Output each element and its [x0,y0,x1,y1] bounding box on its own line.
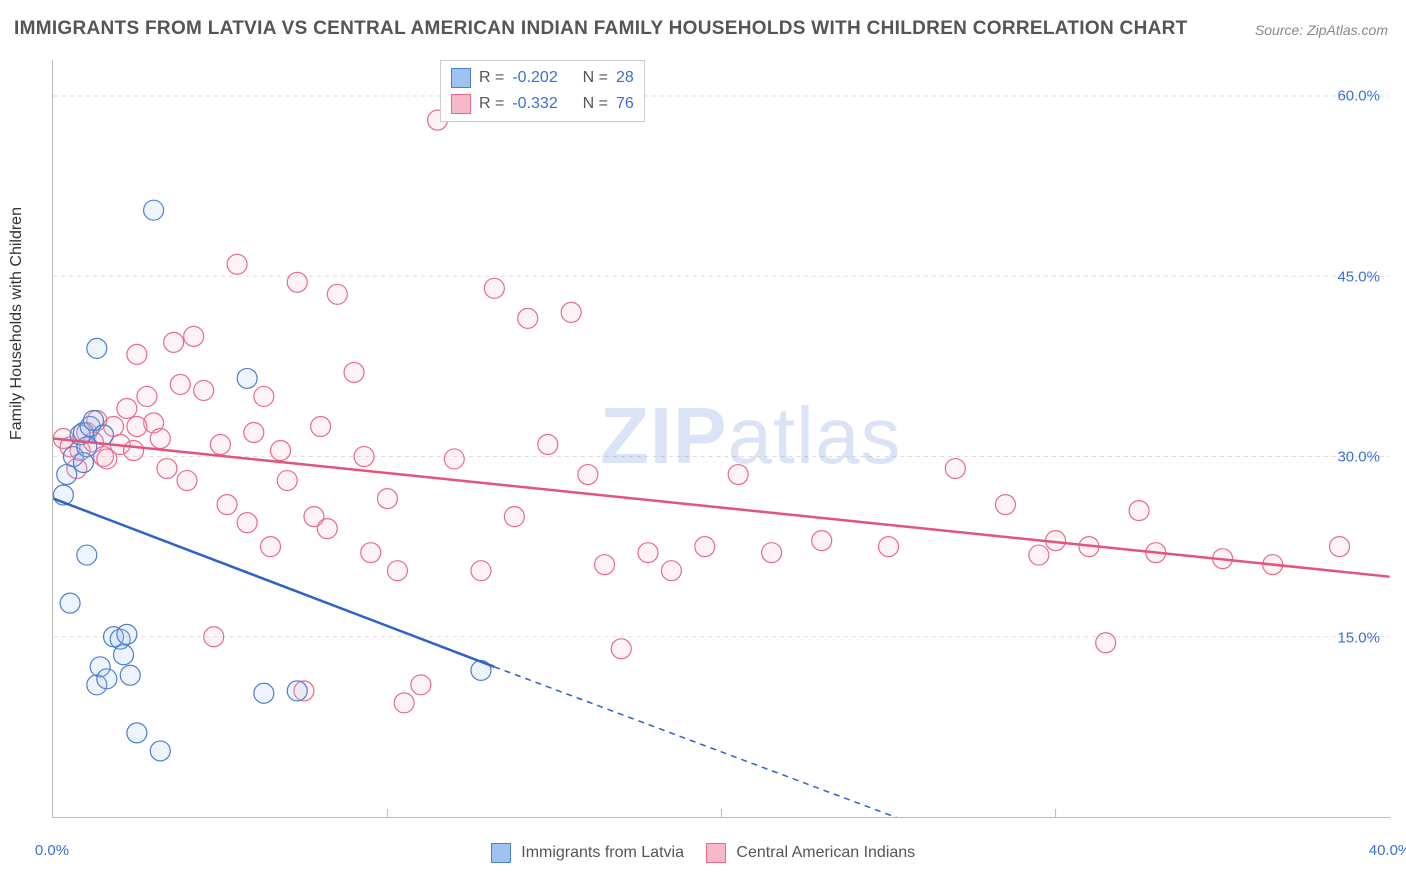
r-label: R = [479,69,504,87]
watermark-thin: atlas [727,391,901,480]
swatch-cai-icon [706,843,726,863]
legend-row-latvia: R = -0.202 N = 28 [451,65,634,91]
chart-title: IMMIGRANTS FROM LATVIA VS CENTRAL AMERIC… [14,18,1188,40]
swatch-latvia-icon [451,68,471,88]
swatch-latvia-icon [491,843,511,863]
y-axis-label: Family Households with Children [8,207,26,440]
source-label: Source: ZipAtlas.com [1255,22,1388,38]
swatch-cai-icon [451,94,471,114]
legend-label-cai: Central American Indians [736,844,915,861]
n-label: N = [583,95,608,113]
r-value-cai: -0.332 [512,95,557,113]
legend-item-cai: Central American Indians [706,843,915,863]
n-value-cai: 76 [616,95,634,113]
series-legend: Immigrants from Latvia Central American … [0,843,1406,863]
r-label: R = [479,95,504,113]
watermark: ZIPatlas [600,390,901,482]
correlation-legend: R = -0.202 N = 28 R = -0.332 N = 76 [440,60,645,122]
n-value-latvia: 28 [616,69,634,87]
r-value-latvia: -0.202 [512,69,557,87]
legend-row-cai: R = -0.332 N = 76 [451,91,634,117]
legend-item-latvia: Immigrants from Latvia [491,843,684,863]
x-ticks: 0.0%40.0% [52,822,1390,842]
watermark-bold: ZIP [600,391,727,480]
legend-label-latvia: Immigrants from Latvia [521,844,684,861]
n-label: N = [583,69,608,87]
